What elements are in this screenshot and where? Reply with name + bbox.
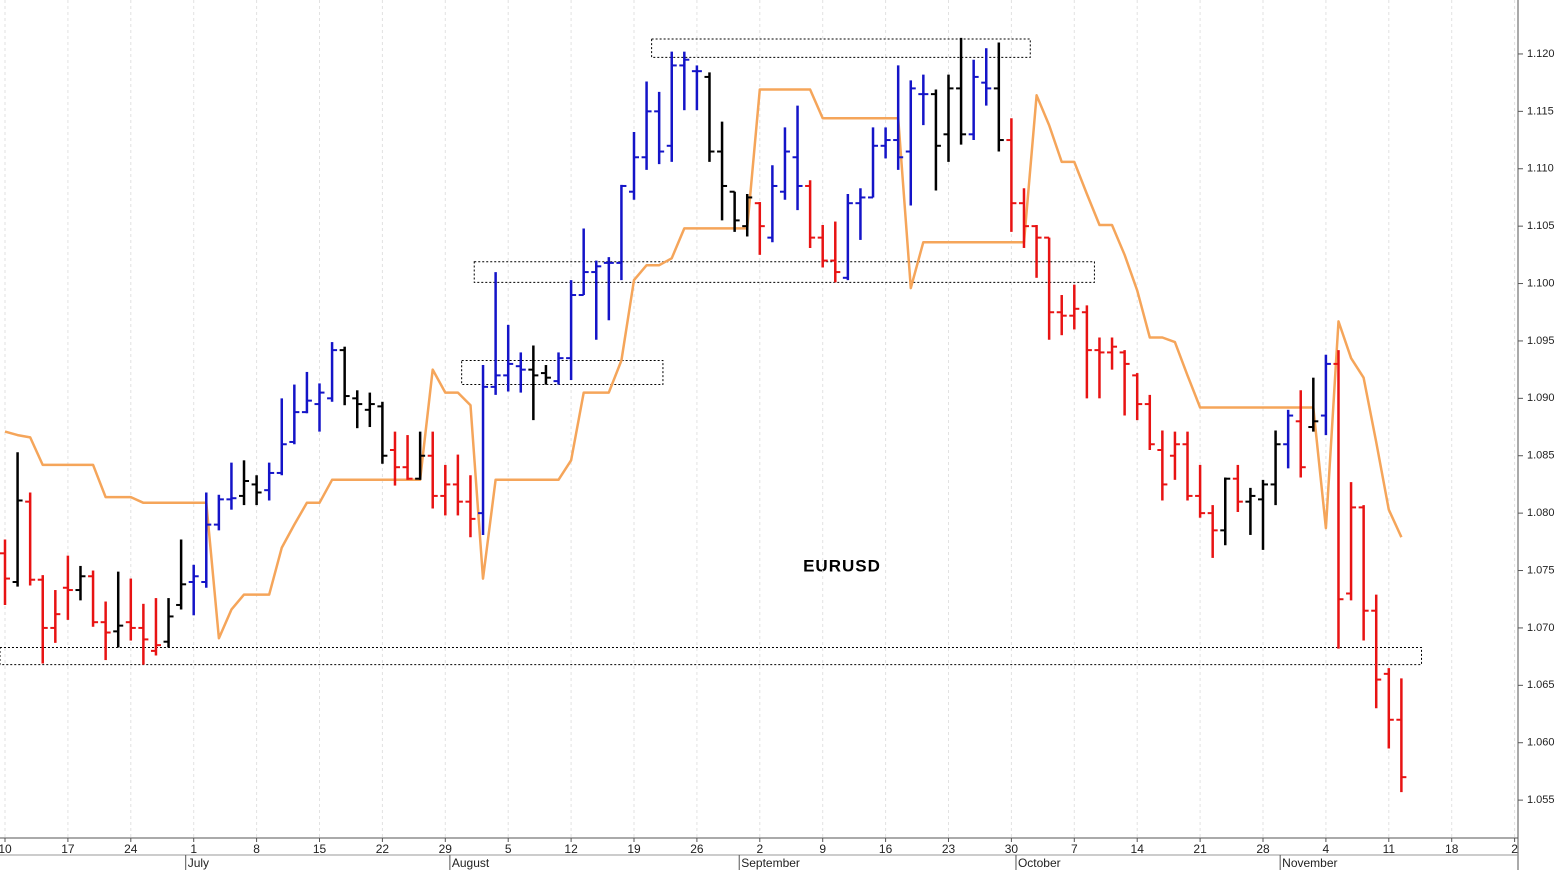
x-tick-label: 24 <box>124 842 138 856</box>
zone <box>0 646 1423 666</box>
x-tick-label: 23 <box>942 842 956 856</box>
x-tick-label: 26 <box>690 842 704 856</box>
x-tick-label: 11 <box>1383 842 1396 856</box>
x-tick-label: 14 <box>1131 842 1145 856</box>
x-tick-label: 8 <box>253 842 260 856</box>
month-label: September <box>741 856 800 870</box>
x-tick-label: 21 <box>1193 842 1207 856</box>
y-tick-label: 1.075 <box>1527 564 1555 576</box>
y-tick-label: 1.110 <box>1527 163 1554 175</box>
y-tick-label: 1.065 <box>1527 679 1555 691</box>
x-tick-label: 22 <box>376 842 390 856</box>
x-tick-label: 15 <box>313 842 327 856</box>
x-tick-label: 30 <box>1005 842 1019 856</box>
x-tick-label: 4 <box>1323 842 1330 856</box>
y-tick-label: 1.115 <box>1527 105 1554 117</box>
zone <box>651 38 1031 58</box>
month-label: October <box>1018 856 1061 870</box>
zone <box>461 359 664 386</box>
x-tick-label: 5 <box>505 842 512 856</box>
x-tick-label: 16 <box>879 842 893 856</box>
x-tick-label: 19 <box>627 842 641 856</box>
y-tick-label: 1.055 <box>1527 794 1555 806</box>
y-tick-label: 1.120 <box>1527 48 1555 60</box>
x-tick-label: 9 <box>819 842 826 856</box>
x-tick-label: 7 <box>1071 842 1078 856</box>
x-tick-label: 1 <box>190 842 197 856</box>
x-tick-label: 17 <box>61 842 75 856</box>
x-tick-label: 12 <box>564 842 578 856</box>
x-tick-label: 29 <box>439 842 453 856</box>
y-tick-label: 1.060 <box>1527 737 1555 749</box>
y-tick-label: 1.105 <box>1527 220 1555 232</box>
month-label: August <box>452 856 490 870</box>
x-tick-label: 28 <box>1256 842 1270 856</box>
x-tick-label: 2 <box>1511 842 1518 856</box>
y-tick-label: 1.100 <box>1527 277 1555 289</box>
chart-title: EURUSD <box>803 556 881 575</box>
y-tick-label: 1.090 <box>1527 392 1555 404</box>
x-tick-label: 18 <box>1445 842 1459 856</box>
indicator-line <box>4 88 1403 640</box>
y-tick-label: 1.070 <box>1527 622 1555 634</box>
month-label: July <box>188 856 209 870</box>
x-tick-label: 2 <box>756 842 763 856</box>
x-tick-label: 10 <box>0 842 12 856</box>
y-tick-label: 1.080 <box>1527 507 1555 519</box>
month-label: November <box>1282 856 1337 870</box>
y-tick-label: 1.095 <box>1527 335 1555 347</box>
y-tick-label: 1.085 <box>1527 450 1555 462</box>
